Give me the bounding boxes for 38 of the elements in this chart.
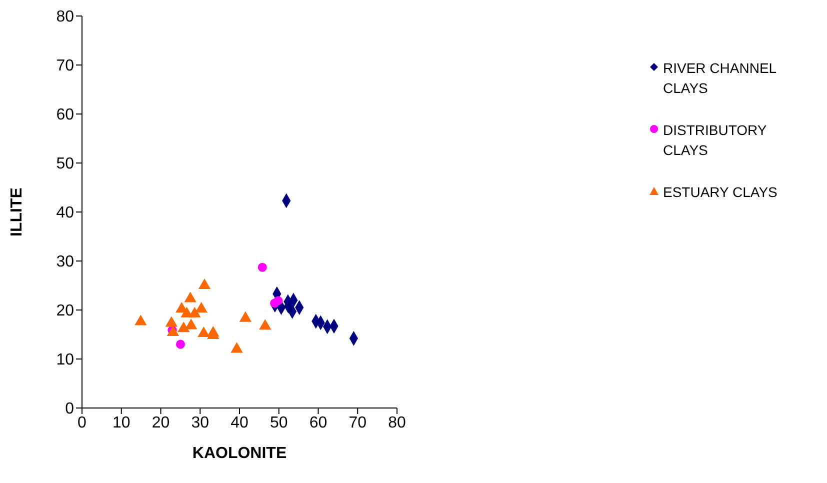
y-tick-label: 10 — [56, 352, 74, 369]
y-tick-label: 30 — [56, 254, 74, 271]
x-tick-label: 20 — [152, 414, 170, 432]
point — [258, 262, 267, 272]
point — [239, 311, 252, 322]
legend-label: DISTRIBUTORY CLAYS — [663, 121, 768, 160]
x-tick-label: 50 — [270, 414, 288, 432]
y-tick-label: 0 — [65, 400, 74, 418]
y-tick-label: 40 — [56, 204, 74, 222]
x-tick-label: 30 — [191, 414, 210, 432]
point — [178, 322, 190, 332]
point — [166, 326, 180, 336]
point — [134, 314, 147, 326]
legend-label: RIVER CHANNEL CLAYS — [663, 59, 778, 98]
y-tick-label: 50 — [56, 156, 74, 173]
y-tick-label: 80 — [56, 8, 74, 26]
x-tick-label: 40 — [230, 414, 248, 432]
point — [259, 319, 272, 330]
point — [165, 316, 178, 327]
x-axis-title: KAOLONITE — [192, 445, 287, 462]
x-tick-label: 70 — [348, 414, 367, 432]
point — [230, 342, 243, 353]
point — [195, 302, 208, 313]
point — [198, 326, 210, 338]
legend-label: ESTUARY CLAYS — [663, 183, 778, 202]
point — [184, 292, 196, 302]
point — [176, 340, 185, 349]
y-tick-label: 60 — [56, 106, 74, 124]
point — [188, 306, 201, 318]
x-tick-label: 10 — [112, 414, 130, 432]
y-tick-label: 20 — [56, 302, 74, 320]
x-tick-label: 60 — [309, 414, 328, 432]
point — [198, 278, 211, 290]
x-tick-label: 80 — [388, 414, 406, 432]
point — [274, 296, 283, 306]
x-tick-label: 0 — [78, 414, 87, 432]
y-axis-title: ILLITE — [8, 187, 26, 236]
y-tick-label: 70 — [56, 58, 74, 75]
